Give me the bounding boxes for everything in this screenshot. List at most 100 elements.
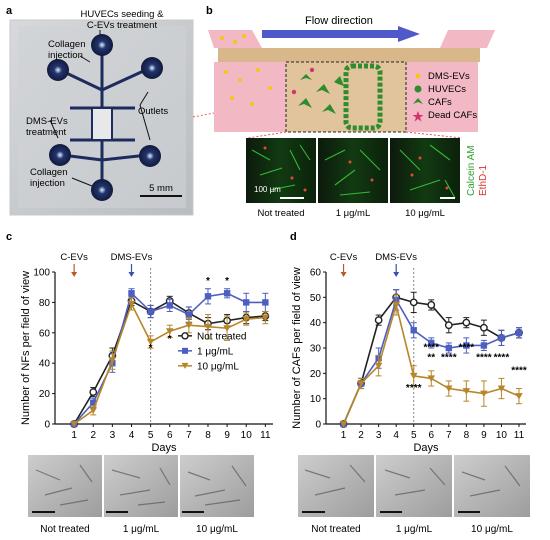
data-point — [146, 338, 155, 346]
bf-d-label-10ug: 10 μg/mL — [471, 524, 513, 535]
scale-label-a: 5 mm — [149, 183, 173, 194]
label-collagen-bottom-1: Collagen — [30, 167, 68, 178]
data-point — [480, 390, 488, 398]
x-tick-label: 1 — [71, 430, 77, 441]
chart-cafs: 0 10 20 30 40 50 60 1 2 3 4 5 6 7 8 9 10 11 Days Number of … — [291, 252, 527, 454]
bf-d-label-1ug: 1 μg/mL — [396, 524, 433, 535]
data-point — [462, 388, 471, 395]
x-tick-label: 5 — [148, 430, 154, 441]
x-tick-label: 6 — [167, 430, 173, 441]
brightfield-images-c — [28, 455, 254, 517]
port-bottom — [91, 179, 113, 201]
legend-huvecs: HUVECs — [428, 84, 466, 95]
flow-direction-label: Flow direction — [305, 15, 373, 27]
bf-c-10ug — [180, 455, 254, 517]
y-tick-label: 40 — [39, 359, 51, 370]
y-tick-label: 40 — [310, 318, 322, 329]
significance-mark: **** — [476, 353, 492, 364]
data-point — [497, 385, 506, 393]
data-point — [374, 316, 383, 325]
bf-c-label-not-treated: Not treated — [40, 524, 89, 535]
data-point — [392, 301, 400, 309]
micrograph-10ug — [390, 138, 460, 203]
legend-entry: Not treated — [197, 331, 246, 342]
label-huvec-1: HUVECs seeding & — [81, 9, 165, 20]
x-axis-label: Days — [151, 442, 177, 454]
x-tick-label: 2 — [90, 430, 96, 441]
significance-mark: * — [168, 334, 172, 345]
annotation-arrow-head — [393, 272, 400, 277]
x-tick-label: 11 — [260, 430, 271, 441]
data-point — [445, 344, 453, 352]
x-tick-label: 3 — [110, 430, 116, 441]
label-outlets: Outlets — [138, 106, 168, 117]
annotation-arrow-head — [71, 272, 78, 277]
significance-mark: **** — [494, 353, 510, 364]
panel-c-letter: c — [6, 231, 12, 243]
brightfield-images-d — [298, 455, 530, 517]
legend-cafs-icon — [413, 98, 423, 104]
significance-mark: * — [149, 343, 153, 354]
y-tick-label: 60 — [310, 268, 322, 279]
y-tick-label: 20 — [39, 389, 51, 400]
bf-d-1ug — [376, 455, 452, 517]
significance-mark: ** — [427, 353, 435, 364]
bf-d-label-not-treated: Not treated — [311, 524, 360, 535]
y-tick-label: 10 — [310, 394, 322, 405]
legend-marker — [181, 362, 189, 369]
significance-mark: * — [225, 276, 229, 287]
data-point — [480, 342, 488, 349]
x-tick-label: 3 — [376, 430, 382, 441]
data-point — [223, 290, 231, 297]
schematic: Flow direction — [208, 15, 495, 139]
panel-a-letter: a — [6, 5, 13, 17]
bf-c-1ug — [104, 455, 178, 517]
data-point — [89, 407, 98, 414]
label-collagen-top-2: injection — [48, 50, 83, 61]
data-point — [261, 314, 270, 322]
x-tick-label: 1 — [341, 430, 347, 441]
chip-photo — [9, 19, 194, 216]
x-tick-label: 9 — [224, 430, 230, 441]
micrograph-1ug — [318, 138, 388, 203]
data-point — [462, 318, 471, 327]
data-point — [374, 362, 383, 370]
data-point — [339, 421, 348, 428]
port-top — [91, 34, 113, 56]
data-point — [204, 323, 212, 331]
data-point — [147, 308, 154, 315]
annotation-arrow-head — [128, 272, 135, 277]
panel-d-letter: d — [290, 231, 297, 243]
data-point — [515, 329, 523, 336]
legend-dms-evs: DMS-EVs — [428, 71, 470, 82]
x-tick-label: 11 — [514, 430, 525, 441]
data-point — [463, 342, 470, 349]
panel-b-letter: b — [206, 5, 213, 17]
legend-dead-cafs: Dead CAFs — [428, 110, 477, 121]
y-tick-label: 50 — [310, 293, 322, 304]
data-point — [427, 301, 436, 309]
legend-cafs: CAFs — [428, 97, 452, 108]
data-point — [90, 399, 97, 406]
data-point — [166, 302, 173, 309]
label-dms-1: DMS-EVs — [26, 116, 68, 127]
data-point — [409, 298, 418, 307]
bf-d-10ug — [454, 455, 530, 517]
data-point — [515, 393, 523, 400]
x-tick-label: 7 — [446, 430, 452, 441]
y-tick-label: 30 — [310, 344, 322, 355]
x-tick-label: 10 — [496, 430, 508, 441]
data-point — [185, 322, 193, 329]
data-point — [428, 339, 435, 347]
legend-dms-evs-dot — [415, 73, 421, 79]
data-point — [498, 334, 505, 342]
y-tick-label: 80 — [39, 298, 51, 309]
series-line-2 — [342, 301, 520, 425]
data-point — [70, 421, 78, 428]
data-point — [89, 388, 98, 396]
data-point — [357, 380, 365, 387]
y-tick-label: 0 — [315, 420, 321, 431]
bf-c-label-1ug: 1 μg/mL — [123, 524, 160, 535]
y-tick-label: 0 — [44, 420, 50, 431]
